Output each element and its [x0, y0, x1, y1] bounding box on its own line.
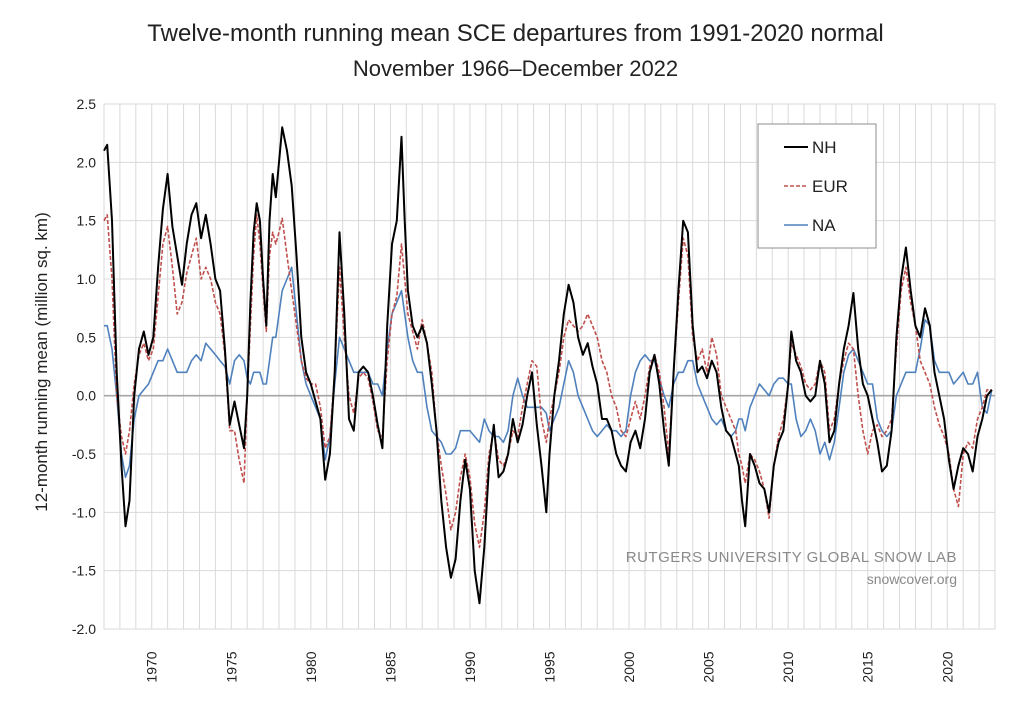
y-tick-label: 0.5: [77, 329, 97, 345]
x-tick-label: 1970: [144, 651, 160, 682]
y-tick-label: -1.0: [72, 504, 96, 520]
x-tick-label: 1980: [303, 651, 319, 682]
x-tick-label: 2015: [860, 651, 876, 682]
legend-label-nh: NH: [812, 138, 837, 157]
series-line-na: [104, 266, 993, 479]
y-tick-label: -2.0: [72, 621, 96, 637]
x-tick-label: 1975: [223, 651, 239, 682]
series-line-nh: [103, 126, 993, 605]
y-tick-label: 1.0: [77, 271, 97, 287]
y-axis-label: 12-month running mean (million sq. km): [32, 212, 51, 512]
x-tick-label: 2000: [621, 651, 637, 682]
gridlines: [103, 103, 996, 630]
chart-subtitle: November 1966–December 2022: [352, 56, 679, 81]
y-tick-label: 0.0: [77, 388, 97, 404]
watermark-line2: snowcover.org: [867, 571, 957, 587]
x-tick-label: 1995: [542, 651, 558, 682]
series-lines: [103, 126, 993, 605]
y-tick-label: 1.5: [77, 213, 97, 229]
x-tick-label: 2005: [701, 651, 717, 682]
y-axis-ticks: -2.0 -1.5 -1.0 -0.5 0.0 0.5 1.0 1.5 2.0 2.5: [72, 96, 96, 637]
plot-frame: [103, 103, 996, 630]
y-tick-label: 2.5: [77, 96, 97, 112]
x-tick-label: 1990: [462, 651, 478, 682]
y-tick-label: -0.5: [72, 446, 96, 462]
watermark-line1: RUTGERS UNIVERSITY GLOBAL SNOW LAB: [626, 549, 957, 566]
x-tick-label: 1985: [382, 651, 398, 682]
y-tick-label: 2.0: [77, 154, 97, 170]
legend-label-na: NA: [812, 216, 836, 235]
x-tick-label: 2020: [939, 651, 955, 682]
x-axis-ticks: 1970 1975 1980 1985 1990 1995 2000 2005 2010 2015…: [144, 651, 956, 682]
legend-label-eur: EUR: [812, 177, 848, 196]
x-tick-label: 2010: [780, 651, 796, 682]
legend: NH EUR NA: [757, 123, 877, 249]
y-tick-label: -1.5: [72, 563, 96, 579]
chart-title: Twelve-month running mean SCE departures…: [147, 20, 884, 47]
